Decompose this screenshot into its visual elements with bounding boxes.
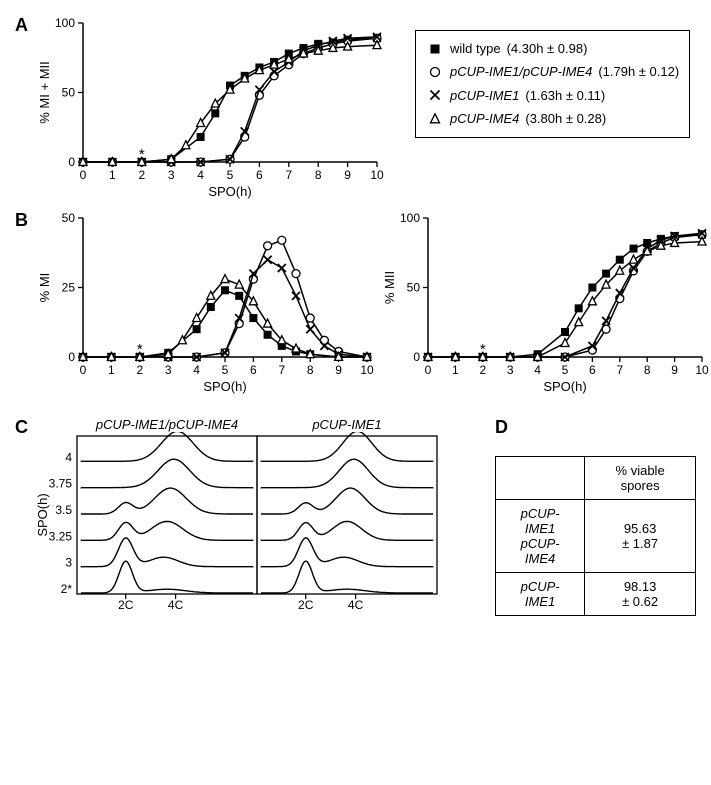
panel-a-legend: wild type (4.30h ± 0.98)pCUP-IME1/pCUP-I… (415, 30, 690, 138)
svg-text:7: 7 (285, 168, 292, 182)
svg-text:% MI: % MI (37, 273, 52, 303)
svg-text:8: 8 (644, 363, 651, 377)
svg-text:10: 10 (360, 363, 374, 377)
legend-label: pCUP-IME1/pCUP-IME4 (450, 60, 592, 83)
svg-text:8: 8 (315, 168, 322, 182)
svg-text:0: 0 (68, 350, 75, 364)
svg-text:1: 1 (452, 363, 459, 377)
svg-text:2C: 2C (118, 598, 134, 612)
svg-text:3: 3 (165, 363, 172, 377)
legend-label: pCUP-IME4 (450, 107, 519, 130)
svg-text:10: 10 (695, 363, 709, 377)
svg-text:3: 3 (65, 556, 72, 570)
svg-text:4: 4 (193, 363, 200, 377)
svg-text:5: 5 (562, 363, 569, 377)
legend-item: pCUP-IME4 (3.80h ± 0.28) (426, 107, 679, 130)
legend-extra: (3.80h ± 0.28) (525, 107, 606, 130)
table-row-value: 98.13± 0.62 (585, 573, 696, 616)
panel-b-label: B (15, 210, 28, 231)
svg-text:3.75: 3.75 (49, 477, 73, 491)
svg-text:0: 0 (413, 350, 420, 364)
svg-text:3.25: 3.25 (49, 529, 73, 543)
svg-text:0: 0 (425, 363, 432, 377)
svg-text:2: 2 (138, 168, 145, 182)
table-blank-cell (496, 457, 585, 500)
table-row: pCUP-IME1pCUP-IME495.63± 1.87 (496, 500, 696, 573)
svg-text:1: 1 (109, 168, 116, 182)
svg-text:10: 10 (370, 168, 384, 182)
svg-text:50: 50 (62, 86, 76, 100)
svg-text:5: 5 (227, 168, 234, 182)
svg-text:0: 0 (80, 168, 87, 182)
panel-c-label: C (15, 417, 28, 438)
svg-text:6: 6 (250, 363, 257, 377)
svg-text:SPO(h): SPO(h) (203, 379, 246, 394)
svg-text:0: 0 (68, 155, 75, 169)
legend-extra: (1.79h ± 0.12) (598, 60, 679, 83)
svg-text:9: 9 (671, 363, 678, 377)
svg-text:2C: 2C (298, 598, 314, 612)
panel-c-block: pCUP-IME1/pCUP-IME4 pCUP-IME1 SPO(h)43.7… (35, 417, 455, 612)
svg-text:9: 9 (335, 363, 342, 377)
svg-text:2: 2 (136, 363, 143, 377)
panel-c-left-title: pCUP-IME1/pCUP-IME4 (77, 417, 257, 432)
svg-text:2: 2 (479, 363, 486, 377)
svg-text:3: 3 (507, 363, 514, 377)
svg-text:7: 7 (278, 363, 285, 377)
legend-item: pCUP-IME1/pCUP-IME4 (1.79h ± 0.12) (426, 60, 679, 83)
panel-b-left-chart: 02550012345678910*SPO(h)% MI (35, 210, 375, 395)
panel-a-label: A (15, 15, 28, 36)
svg-text:100: 100 (55, 16, 75, 30)
legend-item: pCUP-IME1 (1.63h ± 0.11) (426, 84, 679, 107)
svg-text:% MI + MII: % MI + MII (37, 61, 52, 123)
svg-text:50: 50 (407, 281, 421, 295)
table-row-label: pCUP-IME1 (496, 573, 585, 616)
svg-text:4C: 4C (348, 598, 364, 612)
legend-extra: (4.30h ± 0.98) (507, 37, 588, 60)
svg-text:9: 9 (344, 168, 351, 182)
table-header: % viable spores (585, 457, 696, 500)
panel-d-label: D (495, 417, 696, 438)
svg-text:50: 50 (62, 211, 76, 225)
svg-text:0: 0 (80, 363, 87, 377)
table-row-value: 95.63± 1.87 (585, 500, 696, 573)
panel-c-svg: SPO(h)43.753.53.2532*2C4C2C4C (35, 432, 455, 612)
svg-text:4: 4 (197, 168, 204, 182)
panel-a-chart: 050100012345678910*SPO(h)% MI + MII (35, 15, 385, 200)
svg-text:SPO(h): SPO(h) (208, 184, 251, 199)
svg-text:1: 1 (108, 363, 115, 377)
panel-b-right-chart: 050100012345678910*SPO(h)% MII (380, 210, 710, 395)
svg-text:4C: 4C (168, 598, 184, 612)
legend-label: wild type (450, 37, 501, 60)
legend-label: pCUP-IME1 (450, 84, 519, 107)
svg-text:5: 5 (222, 363, 229, 377)
table-row-label: pCUP-IME1pCUP-IME4 (496, 500, 585, 573)
svg-text:8: 8 (307, 363, 314, 377)
svg-text:3.5: 3.5 (55, 503, 72, 517)
svg-text:SPO(h): SPO(h) (543, 379, 586, 394)
svg-text:3: 3 (168, 168, 175, 182)
svg-text:25: 25 (62, 281, 76, 295)
svg-text:4: 4 (534, 363, 541, 377)
panel-d-table: % viable sporespCUP-IME1pCUP-IME495.63± … (495, 456, 696, 616)
legend-extra: (1.63h ± 0.11) (525, 84, 605, 107)
svg-text:2*: 2* (61, 582, 73, 596)
svg-text:100: 100 (400, 211, 420, 225)
panel-c-right-title: pCUP-IME1 (257, 417, 437, 432)
table-row: pCUP-IME198.13± 0.62 (496, 573, 696, 616)
svg-text:6: 6 (589, 363, 596, 377)
legend-item: wild type (4.30h ± 0.98) (426, 37, 679, 60)
svg-text:4: 4 (65, 450, 72, 464)
svg-text:% MII: % MII (382, 271, 397, 304)
svg-text:7: 7 (616, 363, 623, 377)
svg-text:6: 6 (256, 168, 263, 182)
